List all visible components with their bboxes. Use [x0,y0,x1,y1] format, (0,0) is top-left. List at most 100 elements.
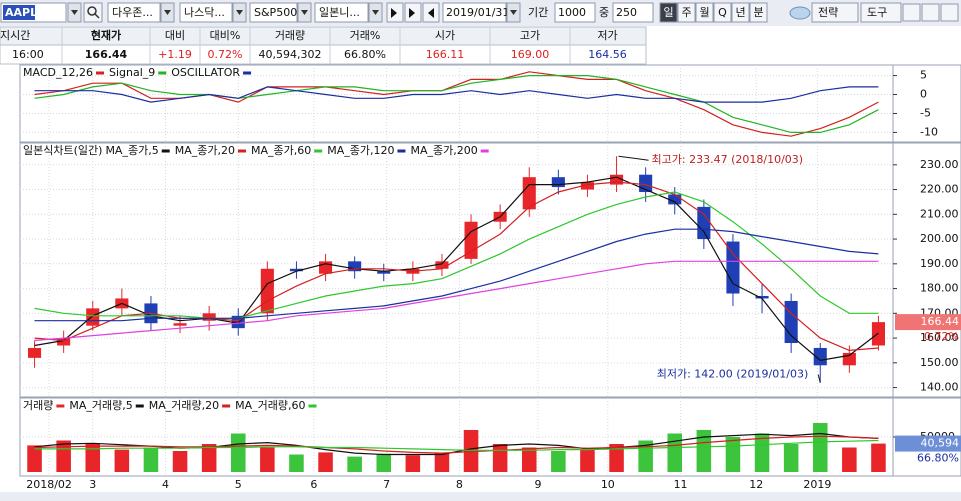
candle-body [202,313,216,321]
legend-label: Signal_9 [109,66,155,79]
quote-header: 지시간 [0,29,30,42]
period: 1000 [558,6,586,19]
volume-bar [172,451,188,472]
y-tick-label: 200.00 [920,232,959,245]
volume-bar [27,445,42,472]
candle-body [726,241,740,294]
y-tick-label: 190.00 [920,257,959,270]
volume-bar [230,433,246,472]
tool-button[interactable] [811,2,859,23]
volume-bar [842,447,857,472]
candle-body [464,221,478,259]
market-select[interactable] [314,2,369,23]
quote-value: 16:00 [12,48,44,61]
candle-body [668,194,682,205]
candle-body [813,347,827,366]
interval-label: Q [718,6,727,19]
volume-bar [56,440,71,472]
quote-value: 166.11 [426,48,465,61]
axis-bg [892,142,961,398]
interval-button[interactable] [713,2,732,23]
volume-tag-bg [895,435,961,452]
volume-bar [434,453,450,472]
x-tick-label: 6 [310,478,317,491]
legend-label: MA_종가,20 [175,144,235,157]
ticker-highlight [3,5,35,20]
tool-button[interactable] [860,2,902,23]
quote-value: 40,594,302 [259,48,322,61]
volume-bar [580,449,595,472]
quote-value: 0.72% [208,48,243,61]
quote-value: +1.19 [158,48,192,61]
interval-button[interactable] [659,2,678,23]
dropdown-arrow [301,10,308,15]
candle-body [86,308,100,326]
volume-bar [85,444,101,472]
series-line [34,86,879,103]
candle-body [784,300,798,344]
toolbar-icon[interactable] [902,3,921,22]
nav-icon [391,8,397,18]
quote-header: 거래량 [275,29,305,42]
cloud-icon [789,6,811,20]
interval-label: 분 [753,6,763,19]
candle-body [697,206,711,240]
annotation: 최고가: 233.47 (2018/10/03) [652,153,804,166]
y-tick-label: 0 [920,88,927,101]
series-line [34,176,879,361]
quote-header: 고가 [520,29,540,42]
candle-body [260,268,274,314]
date-input[interactable] [442,2,507,23]
candle-body [28,347,42,358]
search-button[interactable] [83,2,103,23]
mid-label: 중 [599,6,609,19]
interval-button[interactable] [695,2,714,23]
volume-bar [114,449,130,472]
legend-label: 일본식차트(일간) [23,143,102,157]
candle-body [173,323,187,326]
x-tick-label: 2019 [803,478,831,491]
period-input[interactable] [554,2,596,23]
candle-body [289,268,303,272]
period-label: 기간 [528,6,548,19]
toolbar-icon[interactable] [921,3,940,22]
panel-frame [19,142,894,398]
interval-label: 주 [681,6,691,19]
interval-button[interactable] [731,2,750,23]
candle-body [377,271,391,274]
volume-bar [492,444,508,472]
mid-input[interactable] [612,2,654,23]
series-line [34,71,879,137]
legend-label: MA_종가,200 [410,144,477,157]
volume-bar [783,444,799,472]
candle-body [610,174,624,185]
market-label: S&P500 [254,6,297,19]
interval-button[interactable] [677,2,696,23]
interval-button[interactable] [749,2,768,23]
y-tick-label: 5 [920,69,927,82]
quote-header: 거래% [350,29,381,42]
volume-bar [260,447,275,472]
x-tick-label: 2018/02 [26,478,72,491]
market-select[interactable] [249,2,298,23]
legend-label: MA_거래량,5 [69,399,132,412]
candle-body [319,261,333,274]
volume-bar [347,456,362,472]
volume-bar [667,433,683,472]
market-select[interactable] [179,2,233,23]
y-tick-label: 220.00 [920,183,959,196]
axis-bg [892,64,961,143]
ticker: AAPL [5,6,37,19]
y-tick-label: 160.00 [920,331,959,344]
legend-label: MA_종가,5 [105,144,158,157]
x-tick-label: 9 [534,478,541,491]
market-select[interactable] [107,2,161,23]
volume-bar [463,430,479,472]
search-icon [87,6,97,16]
volume-bar [609,444,624,472]
volume-tag: 40,594 [921,437,960,450]
toolbar-icon[interactable] [940,3,959,22]
ratio-tag: 66.80% [917,452,959,465]
legend-label: MA_종가,120 [327,144,394,157]
